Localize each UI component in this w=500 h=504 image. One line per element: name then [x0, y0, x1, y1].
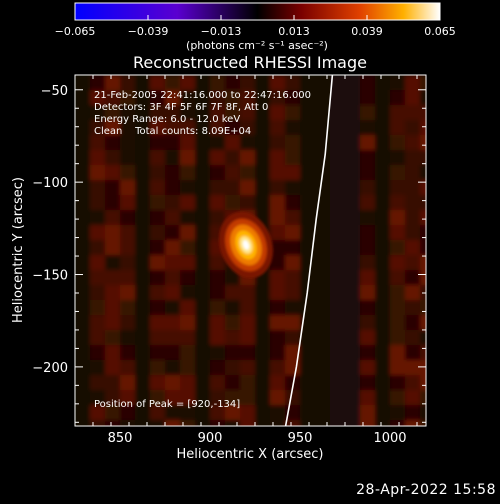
- peak-position-annotation: Position of Peak = [920,-134]: [94, 399, 240, 410]
- y-tick-label: −200: [32, 361, 68, 376]
- x-tick-label: 1000: [373, 431, 406, 446]
- detectors-annotation: Detectors: 3F 4F 5F 6F 7F 8F, Att 0: [94, 102, 268, 113]
- colorbar-tick-label: 0.013: [278, 25, 310, 38]
- colorbar-tick-label: 0.065: [424, 25, 456, 38]
- solar-limb-curve: [284, 75, 334, 426]
- clean-counts-annotation: Clean Total counts: 8.09E+04: [94, 126, 251, 137]
- plot-frame: [74, 74, 427, 427]
- y-tick-label: −150: [32, 269, 68, 284]
- x-axis-label: Heliocentric X (arcsec): [177, 447, 324, 462]
- colorbar-tick-label: −0.013: [201, 25, 242, 38]
- colorbar-tick-label: −0.065: [55, 25, 96, 38]
- colorbar-ticks: −0.065 −0.039 −0.013 0.013 0.039 0.065: [55, 15, 456, 38]
- axis-ticks: 850 900 950 1000 −50 −100 −150 −200: [32, 75, 426, 446]
- colorbar: [74, 2, 441, 21]
- x-tick-label: 850: [108, 431, 133, 446]
- image-area: [75, 75, 426, 426]
- y-axis-label: Heliocentric Y (arcsec): [11, 177, 26, 323]
- source-intensity-contour: [242, 240, 250, 250]
- time-range-annotation: 21-Feb-2005 22:41:16.000 to 22:47:16.000: [94, 90, 311, 101]
- y-tick-label: −100: [32, 176, 68, 191]
- energy-range-annotation: Energy Range: 6.0 - 12.0 keV: [94, 114, 240, 125]
- colorbar-tick-label: 0.039: [351, 25, 383, 38]
- y-tick-label: −50: [41, 84, 68, 99]
- x-tick-label: 950: [288, 431, 313, 446]
- x-tick-label: 900: [198, 431, 223, 446]
- footer-timestamp: 28-Apr-2022 15:58: [356, 482, 496, 498]
- colorbar-tick-label: −0.039: [128, 25, 169, 38]
- chart-title: Reconstructed RHESSI Image: [133, 53, 367, 72]
- colorbar-label: (photons cm⁻² s⁻¹ asec⁻²): [186, 39, 328, 52]
